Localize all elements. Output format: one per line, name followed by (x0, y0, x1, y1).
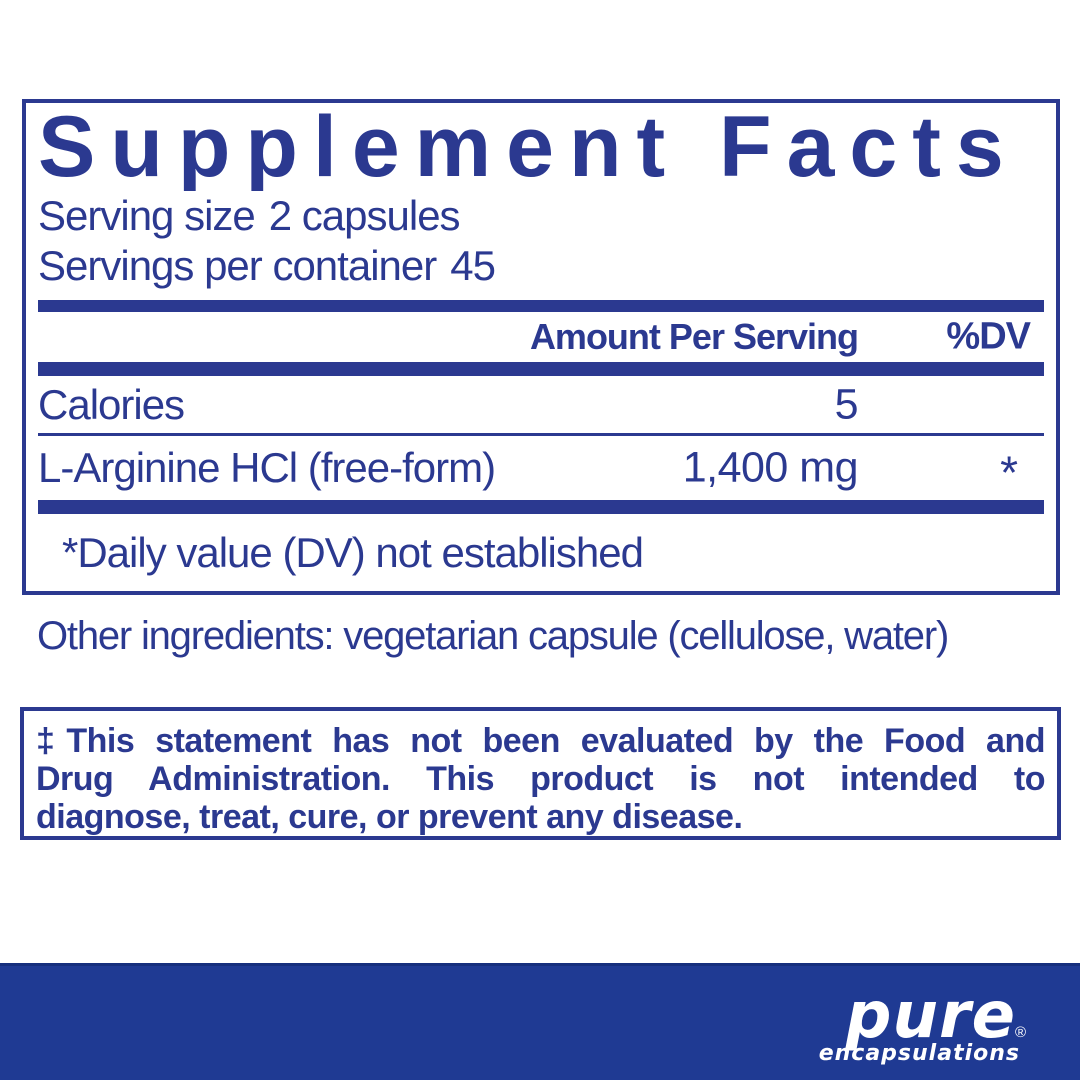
percent-dv-header: %DV (946, 315, 1031, 358)
fact-row-l-arginine: L-Arginine HCl (free-form) 1,400 mg * (38, 436, 1044, 500)
servings-per-container-value: 45 (450, 242, 496, 289)
divider-bar-top (38, 300, 1044, 312)
servings-per-container-label: Servings per container (38, 242, 437, 289)
servings-per-container-line: Servings per container 45 (38, 241, 1044, 291)
amount-per-serving-header: Amount Per Serving (529, 316, 859, 357)
column-header-row: Amount Per Serving %DV (38, 312, 1044, 362)
supplement-facts-panel: Supplement Facts Serving size 2 capsules … (22, 99, 1060, 595)
brand-band: pure encapsulations ® (0, 963, 1080, 1080)
disclaimer-line: ‡This statement has not been evaluated b… (36, 722, 1046, 760)
divider-bar-bottom (38, 500, 1044, 514)
brand-name-pure: pure (845, 979, 1016, 1053)
serving-size-line: Serving size 2 capsules (38, 191, 1044, 241)
fact-dv: * (1000, 446, 1018, 499)
daily-value-footnote: *Daily value (DV) not established (62, 529, 644, 576)
fda-disclaimer-box: ‡This statement has not been evaluated b… (20, 707, 1061, 840)
row-divider-rule (38, 433, 1044, 436)
divider-bar-header (38, 362, 1044, 376)
serving-size-label: Serving size (38, 192, 256, 239)
fact-amount: 1,400 mg (682, 443, 859, 492)
supplement-facts-title: Supplement Facts (38, 103, 1019, 191)
serving-size-value: 2 capsules (268, 192, 461, 239)
brand-logo: pure encapsulations ® (818, 979, 1026, 1066)
fact-row-calories: Calories 5 (38, 376, 1044, 433)
disclaimer-line: diagnose, treat, cure, or prevent any di… (36, 798, 743, 836)
fact-name: Calories (38, 380, 185, 428)
fact-name: L-Arginine HCl (free-form) (38, 444, 496, 491)
disclaimer-line: Drug Administration. This product is not… (36, 760, 1046, 798)
registered-trademark-icon: ® (1014, 1024, 1026, 1041)
fact-amount: 5 (834, 380, 859, 428)
other-ingredients-text: Other ingredients: vegetarian capsule (c… (37, 614, 949, 658)
brand-subtitle-encapsulations: encapsulations (818, 1041, 1020, 1066)
